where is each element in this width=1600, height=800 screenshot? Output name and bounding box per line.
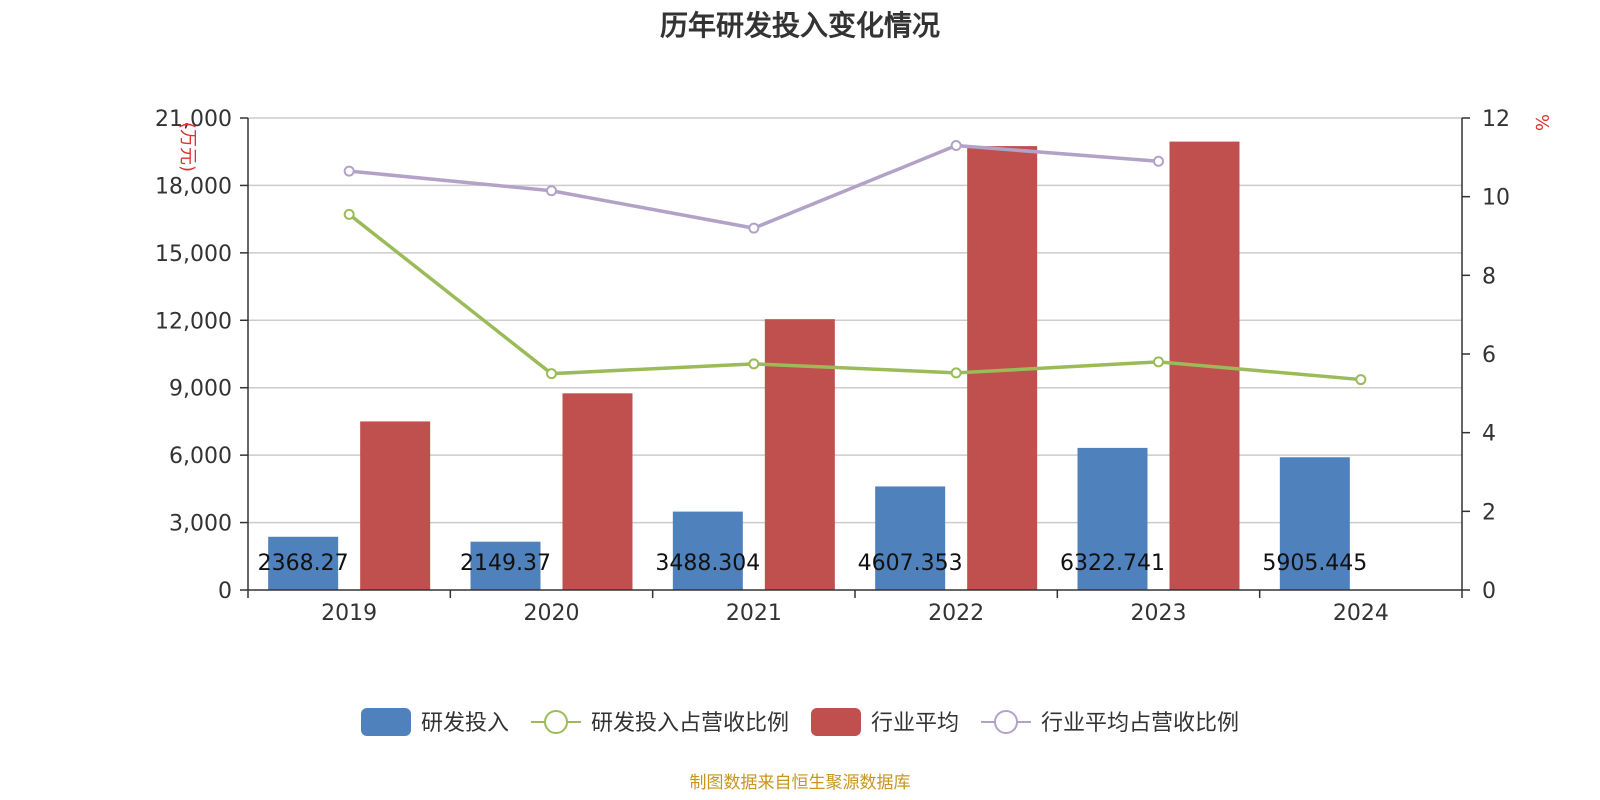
bar [1077, 447, 1148, 590]
x-tick-label: 2024 [1333, 601, 1389, 626]
line-point [1355, 374, 1367, 386]
y-left-tick-label: 6,000 [169, 444, 232, 469]
line-point [748, 222, 760, 234]
y-right-tick-label: 12 [1482, 107, 1510, 132]
bar-data-label: 4607.353 [858, 551, 963, 576]
legend-label: 行业平均占营收比例 [1041, 711, 1239, 736]
y-right-tick-label: 0 [1482, 579, 1496, 604]
x-tick-label: 2019 [321, 601, 377, 626]
x-tick-label: 2020 [524, 601, 580, 626]
lines [343, 140, 1367, 386]
legend-symbol [811, 708, 861, 736]
y-left-unit: (万元) [177, 122, 198, 172]
bar [562, 393, 633, 590]
y-right-tick-label: 8 [1482, 264, 1496, 289]
y-left-tick-label: 18,000 [155, 174, 232, 199]
source-note: 制图数据来自恒生聚源数据库 [689, 773, 911, 793]
y-right-tick-label: 4 [1482, 422, 1496, 447]
series-line [348, 212, 1361, 382]
y-right-tick-label: 6 [1482, 343, 1496, 368]
bar-data-label: 2149.37 [460, 551, 551, 576]
y-right-tick-label: 2 [1482, 500, 1496, 525]
legend-symbol [361, 708, 411, 736]
bar [268, 536, 339, 590]
line-point [1153, 356, 1164, 368]
legend-symbol-marker [994, 710, 1018, 734]
bar [764, 319, 835, 590]
legend-label: 研发投入 [421, 711, 509, 736]
x-tick-label: 2023 [1131, 601, 1187, 626]
legend: 研发投入 研发投入占营收比例 行业平均 行业平均占营收比例 [361, 708, 1239, 736]
y-left-tick-label: 12,000 [155, 309, 232, 334]
legend-symbol-marker [544, 710, 568, 734]
axes: 0 3,000 6,000 9,000 12,000 15,000 18,000 21,000… [155, 107, 1552, 626]
line-point [950, 140, 962, 152]
line-point [343, 208, 355, 220]
bar-data-label: 3488.304 [655, 551, 760, 576]
bar-data-label: 5905.445 [1262, 551, 1367, 576]
y-right-tick-label: 10 [1482, 186, 1510, 211]
y-left-tick-label: 3,000 [169, 512, 232, 537]
y-left-tick-label: 9,000 [169, 377, 232, 402]
bar [672, 511, 743, 590]
bar [875, 486, 946, 590]
bar [1279, 457, 1350, 590]
y-left-tick-label: 0 [218, 579, 232, 604]
line-point [546, 185, 557, 197]
line-point [546, 368, 557, 380]
line-point [748, 358, 760, 370]
y-right-unit: % [1531, 114, 1552, 131]
line-point [343, 165, 355, 177]
legend-label: 研发投入占营收比例 [591, 711, 789, 736]
line-point [1153, 155, 1164, 167]
data-labels: 2368.27 2149.37 3488.304 4607.353 6322.741 59… [258, 551, 1368, 576]
legend-label: 行业平均 [871, 711, 959, 736]
bars [268, 141, 1350, 590]
bar [360, 421, 431, 590]
bar-data-label: 2368.27 [258, 551, 349, 576]
chart-title: 历年研发投入变化情况 [659, 9, 940, 42]
bar [470, 541, 541, 590]
x-tick-label: 2022 [928, 601, 984, 626]
y-left-tick-label: 15,000 [155, 242, 232, 267]
x-tick-label: 2021 [726, 601, 782, 626]
y-left-tick-label: 21,000 [155, 107, 232, 132]
line-point [950, 367, 962, 379]
bar-data-label: 6322.741 [1060, 551, 1165, 576]
